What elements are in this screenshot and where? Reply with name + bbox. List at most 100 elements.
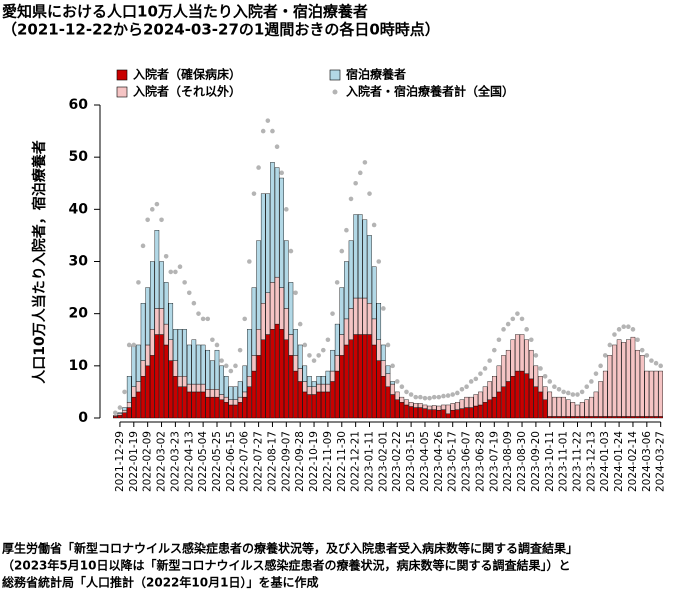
national-point [205, 316, 211, 322]
bar-segment [251, 355, 257, 372]
bar-segment [177, 386, 183, 419]
bar-segment [260, 303, 266, 340]
bar-segment [381, 376, 386, 419]
bar-segment [325, 391, 331, 419]
national-point [408, 392, 414, 397]
bar-segment [515, 370, 520, 419]
bar-segment [376, 360, 382, 419]
bar-segment [408, 406, 414, 419]
bar-segment [247, 386, 252, 419]
bar-segment [487, 399, 492, 419]
bar-segment [117, 415, 123, 419]
bar-segment [321, 376, 326, 385]
bar-segment [196, 383, 201, 393]
bar-segment [154, 334, 160, 419]
bar-segment [579, 402, 585, 417]
legend-label: 入院者（確保病床） [133, 67, 241, 82]
bar-segment [136, 381, 141, 393]
bar-segment [177, 376, 183, 387]
bar-segment [228, 399, 234, 406]
bar-segment [302, 381, 308, 393]
national-point [556, 387, 562, 392]
bar-segment [584, 399, 590, 417]
x-tick-label: 2022-11-30 [336, 431, 348, 492]
bar-segment [570, 416, 576, 419]
national-point [626, 324, 631, 330]
x-tick-label: 2023-11-22 [571, 431, 583, 492]
bar-segment [311, 394, 317, 419]
bar-segment [653, 370, 659, 417]
x-tick-label: 2022-11-09 [322, 431, 334, 492]
bar-segment [186, 344, 192, 385]
bar-segment [297, 381, 303, 419]
bar-segment [325, 370, 331, 385]
bar-segment [150, 261, 155, 330]
legend-label: 入院者・宿泊療養者計（全国） [346, 84, 514, 99]
bar-segment [330, 381, 335, 419]
bar-segment [381, 360, 386, 377]
legend-marker [116, 69, 128, 81]
bar-segment [427, 405, 432, 410]
national-point [510, 316, 516, 322]
bar-segment [145, 365, 150, 419]
bar-segment [168, 339, 174, 361]
x-tick-label: 2022-06-15 [225, 431, 237, 492]
bar-segment [593, 391, 599, 417]
bar-segment [413, 403, 419, 408]
bar-segment [519, 370, 525, 419]
bar-segment [260, 193, 266, 304]
bar-segment [344, 261, 349, 320]
bar-segment [284, 339, 289, 419]
bar-segment [399, 396, 405, 403]
bar-segment [344, 318, 349, 346]
bar-segment [159, 261, 164, 309]
national-point [186, 290, 192, 296]
bar-segment [210, 360, 215, 390]
bar-segment [196, 391, 201, 419]
bar-segment [219, 394, 224, 400]
bar-segment [223, 402, 229, 419]
national-point [542, 373, 548, 379]
bar-segment [482, 402, 488, 419]
x-tick-label: 2023-02-01 [377, 431, 389, 492]
bar-segment [140, 360, 146, 377]
bar-segment [371, 344, 377, 419]
national-point [316, 353, 321, 358]
x-tick-label: 2024-01-24 [613, 431, 625, 492]
bar-segment [626, 416, 631, 419]
bar-segment [251, 370, 257, 419]
bar-segment [413, 407, 419, 419]
bar-segment [478, 391, 483, 406]
bar-segment [122, 407, 127, 411]
national-point [450, 392, 456, 397]
bar-segment [307, 376, 312, 387]
x-tick-label: 2023-01-11 [364, 431, 376, 492]
bar-segment [482, 386, 488, 403]
bar-segment [233, 386, 238, 400]
bar-segment [293, 329, 298, 356]
bar-segment [242, 365, 248, 393]
y-tick-label: 0 [78, 410, 88, 426]
x-tick-label: 2021-12-29 [114, 431, 126, 492]
national-point [584, 384, 590, 390]
national-point [320, 347, 326, 353]
national-point [256, 165, 261, 170]
bar-segment [168, 303, 174, 340]
bar-segment [505, 349, 511, 382]
national-point [173, 269, 178, 275]
bar-segment [524, 339, 529, 374]
national-point [381, 306, 386, 311]
bar-segment [284, 308, 289, 340]
x-tick-label: 2023-05-17 [447, 431, 459, 492]
national-point [117, 405, 123, 410]
bar-segment [538, 391, 543, 419]
national-point [455, 390, 460, 396]
bar-segment [478, 404, 483, 419]
national-point [196, 311, 201, 316]
bar-segment [339, 287, 345, 335]
bar-segment [126, 407, 132, 419]
bar-segment [205, 389, 211, 398]
bar-segment [131, 396, 137, 419]
national-point [367, 191, 372, 196]
